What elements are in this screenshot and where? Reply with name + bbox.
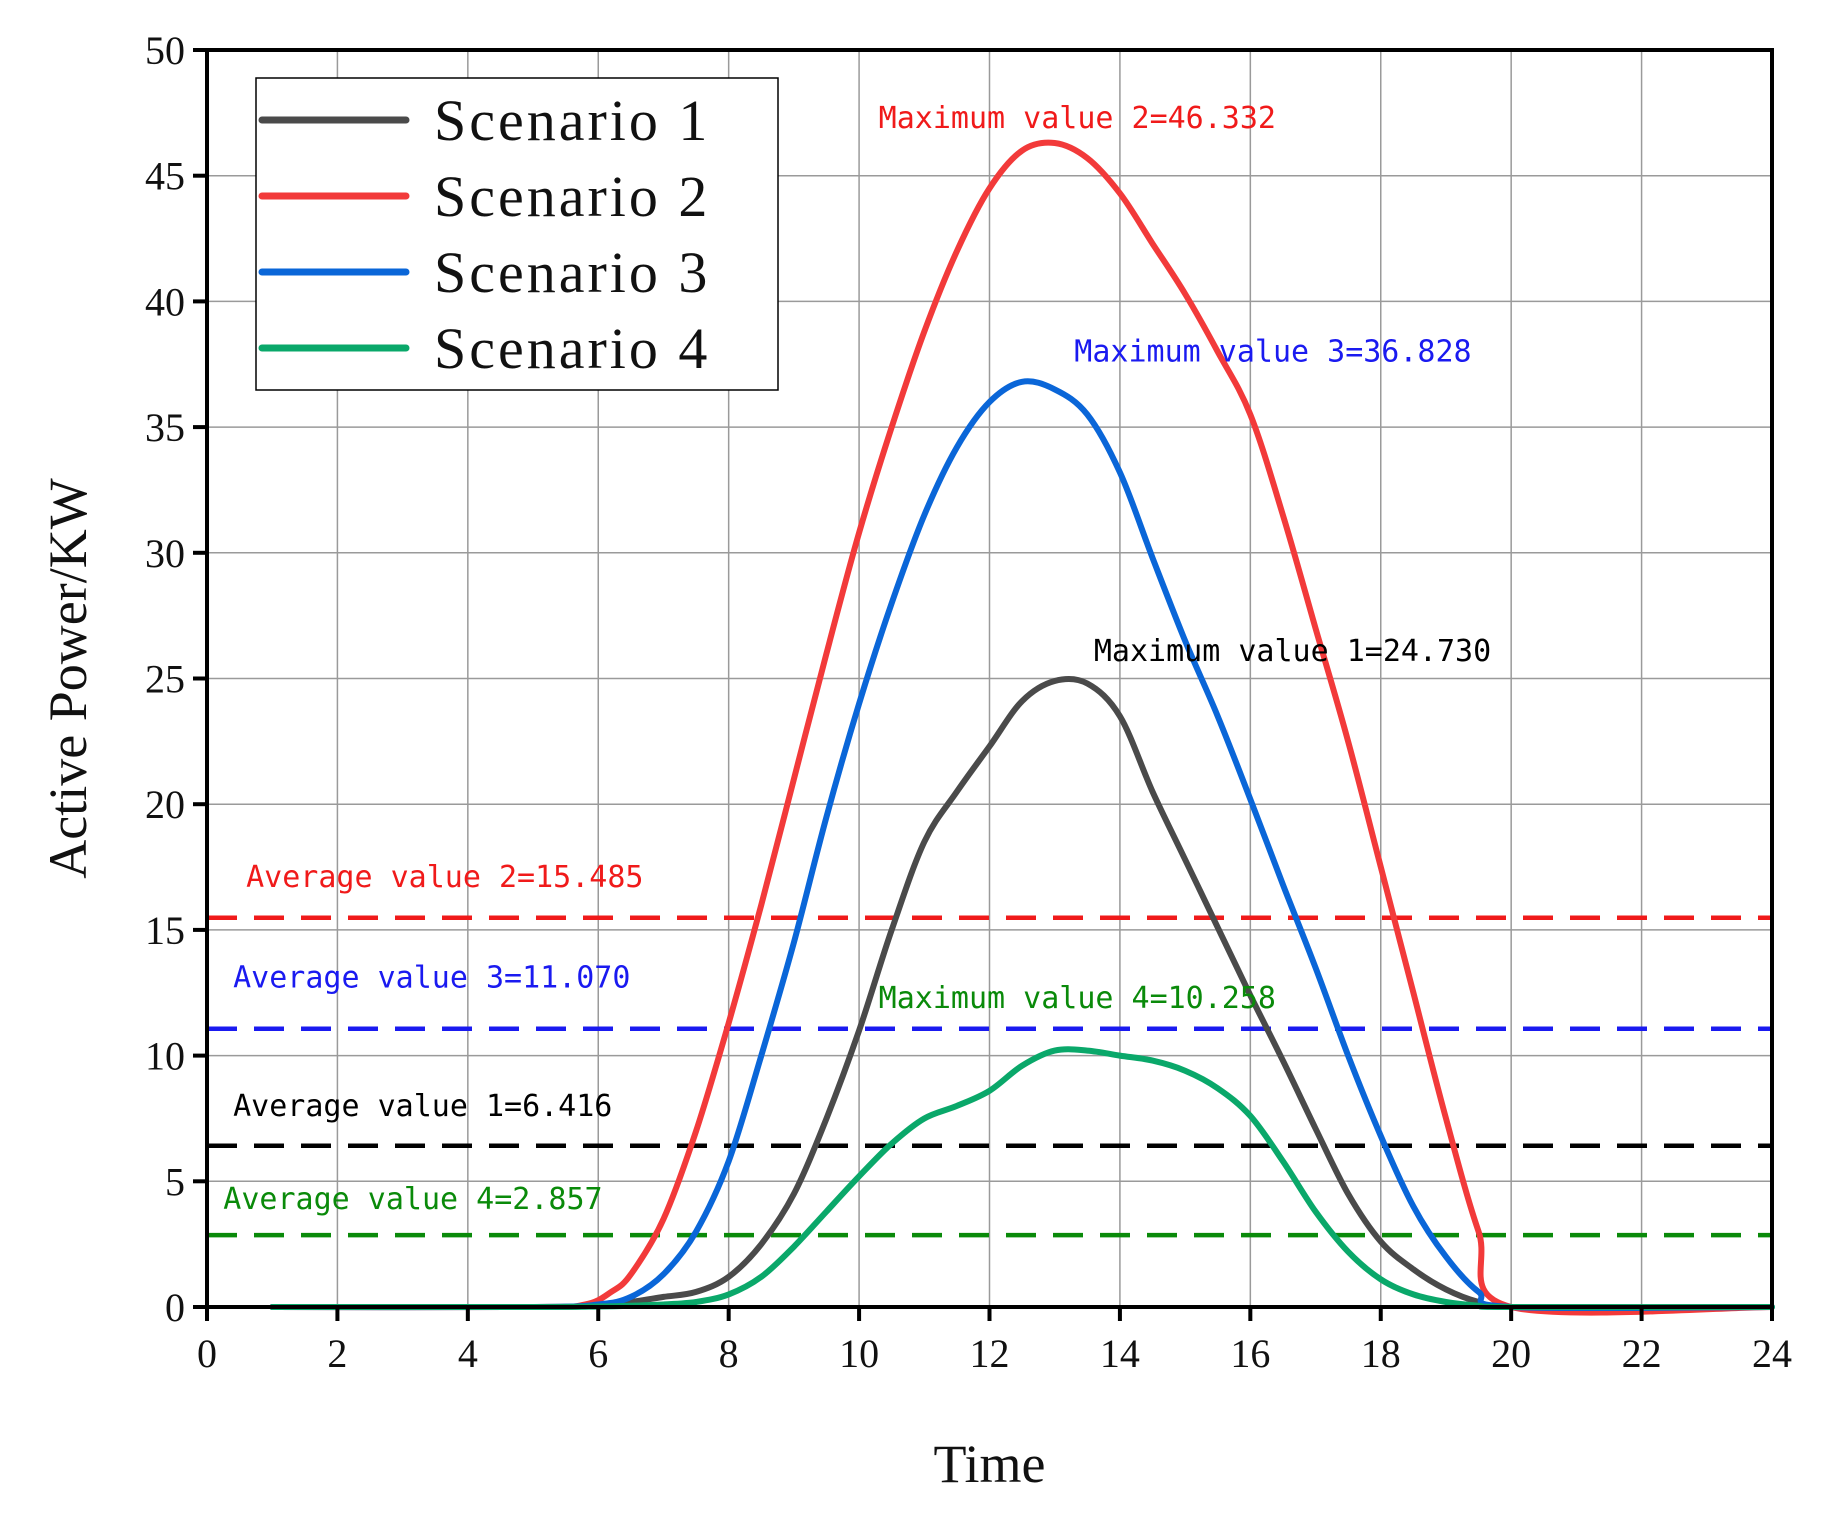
x-axis-title: Time xyxy=(933,1434,1045,1494)
y-tick-label: 50 xyxy=(145,28,185,73)
x-tick-label: 4 xyxy=(458,1331,478,1376)
y-tick-label: 5 xyxy=(165,1159,185,1204)
series-lines xyxy=(269,139,1775,1316)
x-tick-label: 8 xyxy=(719,1331,739,1376)
annotation-max1: Maximum value 1=24.730 xyxy=(1094,634,1491,669)
y-tick-label: 45 xyxy=(145,154,185,199)
y-tick-label: 15 xyxy=(145,908,185,953)
series-line-scenario-2 xyxy=(269,139,1775,1316)
y-tick-label: 25 xyxy=(145,657,185,702)
annotation-max2: Maximum value 2=46.332 xyxy=(879,101,1276,136)
series-line-scenario-4 xyxy=(269,1046,1775,1311)
y-tick-label: 20 xyxy=(145,782,185,827)
annotation-avg1: Average value 1=6.416 xyxy=(233,1089,612,1124)
x-tick-label: 14 xyxy=(1100,1331,1140,1376)
annotation-avg2: Average value 2=15.485 xyxy=(246,860,643,895)
y-axis-title: Active Power/KW xyxy=(38,478,98,878)
axis-ticks: 0 2 4 6 8 10 12 14 16 18 20 22 240510152025303540455… xyxy=(145,28,1792,1376)
y-tick-label: 40 xyxy=(145,279,185,324)
annotation-avg4: Average value 4=2.857 xyxy=(223,1182,602,1217)
x-tick-label: 24 xyxy=(1752,1331,1792,1376)
legend-label-scenario-1: Scenario 1 xyxy=(434,88,710,153)
x-tick-label: 20 xyxy=(1491,1331,1531,1376)
x-tick-label: 0 xyxy=(197,1331,217,1376)
x-tick-label: 22 xyxy=(1622,1331,1662,1376)
annotation-max3: Maximum value 3=36.828 xyxy=(1074,335,1471,370)
x-tick-label: 6 xyxy=(588,1331,608,1376)
x-tick-label: 16 xyxy=(1230,1331,1270,1376)
legend: Scenario 1 Scenario 2 Scenario 3 Scenario 4 xyxy=(255,77,779,391)
average-reference-lines xyxy=(207,915,1772,1238)
series-line-scenario-1 xyxy=(269,675,1775,1311)
legend-label-scenario-2: Scenario 2 xyxy=(434,164,710,229)
annotation-avg3: Average value 3=11.070 xyxy=(233,961,630,996)
x-tick-label: 18 xyxy=(1361,1331,1401,1376)
y-tick-label: 35 xyxy=(145,405,185,450)
y-tick-label: 0 xyxy=(165,1285,185,1330)
y-tick-label: 10 xyxy=(145,1034,185,1079)
annotations: Maximum value 2=46.332 Maximum value 3=36… xyxy=(223,101,1491,1217)
legend-box xyxy=(255,77,779,391)
legend-label-scenario-4: Scenario 4 xyxy=(434,316,710,381)
legend-label-scenario-3: Scenario 3 xyxy=(434,240,710,305)
x-tick-label: 12 xyxy=(970,1331,1010,1376)
series-line-scenario-3 xyxy=(269,378,1775,1312)
x-tick-label: 10 xyxy=(839,1331,879,1376)
y-tick-label: 30 xyxy=(145,531,185,576)
legend-items: Scenario 1 Scenario 2 Scenario 3 Scenario 4 xyxy=(258,88,710,381)
x-tick-label: 2 xyxy=(327,1331,347,1376)
annotation-max4: Maximum value 4=10.258 xyxy=(879,981,1276,1016)
